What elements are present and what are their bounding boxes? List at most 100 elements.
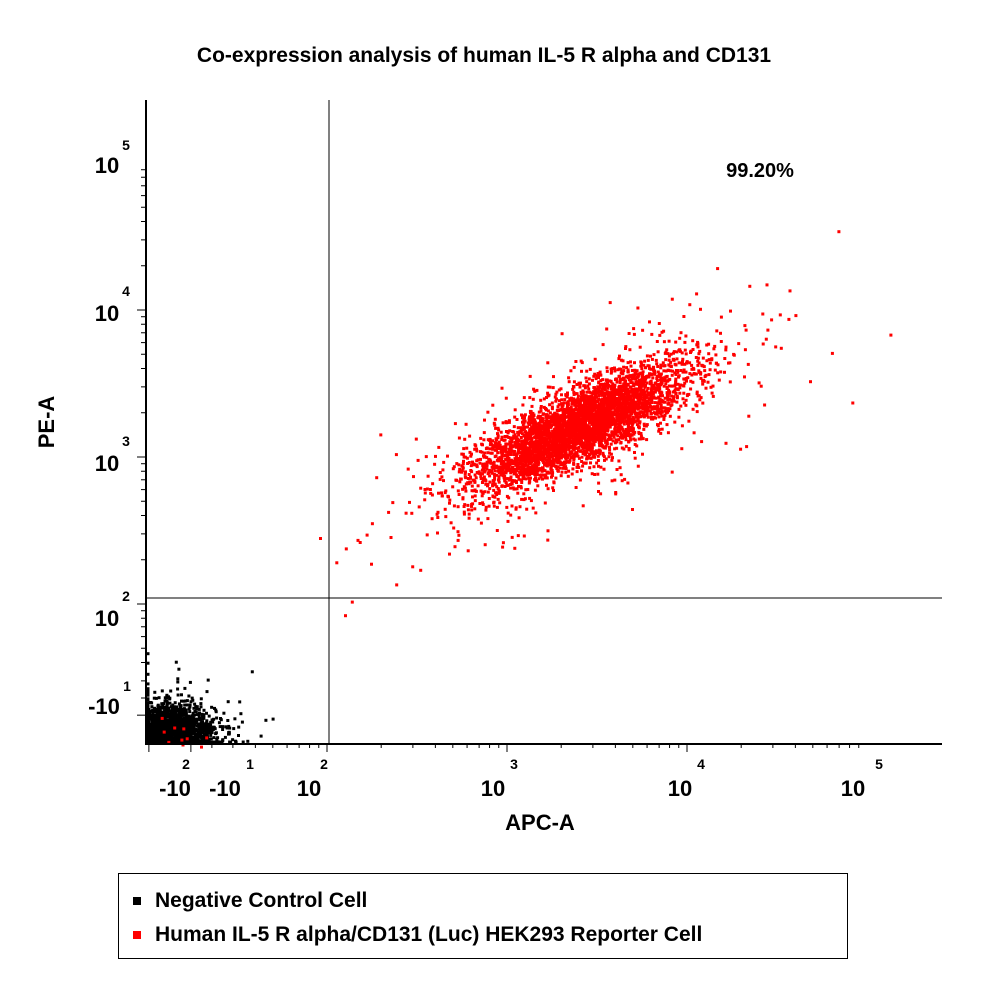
reporter-cell-point: [629, 360, 632, 364]
reporter-cell-point: [506, 458, 510, 462]
reporter-cell-point: [462, 505, 466, 508]
reporter-cell-point: [457, 493, 461, 496]
reporter-cell-point: [584, 439, 588, 443]
reporter-cell-point: [515, 473, 518, 477]
reporter-cell-point: [548, 456, 551, 460]
reporter-cell-point: [629, 409, 633, 413]
reporter-cell-point: [558, 420, 562, 424]
negative-control-point: [207, 737, 210, 741]
reporter-cell-point: [568, 431, 572, 435]
negative-control-point: [193, 713, 196, 717]
negative-control-point: [189, 726, 193, 730]
reporter-cell-point: [667, 363, 671, 367]
reporter-cell-point: [627, 409, 631, 413]
reporter-cell-point: [463, 472, 467, 476]
negative-control-point: [169, 689, 173, 693]
reporter-cell-point: [512, 430, 516, 434]
negative-control-point: [146, 652, 150, 656]
reporter-cell-point: [499, 430, 503, 434]
reporter-cell-point: [630, 369, 634, 372]
reporter-cell-point: [577, 456, 581, 460]
reporter-cell-point: [523, 442, 527, 446]
reporter-cell-point: [517, 433, 521, 437]
reporter-cell-point: [504, 464, 508, 468]
reporter-cell-point: [485, 467, 489, 471]
negative-control-point: [259, 734, 263, 738]
negative-control-point: [195, 706, 199, 710]
reporter-cell-point: [626, 426, 630, 430]
reporter-cell-point: [515, 475, 519, 478]
negative-control-point: [199, 721, 203, 725]
reporter-cell-point: [684, 398, 688, 402]
negative-control-point: [214, 732, 218, 736]
reporter-cell-point: [645, 381, 649, 385]
negative-control-point: [166, 730, 169, 734]
reporter-cell-point: [586, 407, 590, 410]
reporter-cell-point: [595, 395, 598, 399]
negative-control-point: [182, 707, 186, 711]
reporter-cell-point: [658, 333, 662, 337]
negative-control-point: [221, 728, 225, 731]
negative-control-point: [188, 735, 192, 739]
reporter-cell-point: [581, 452, 585, 455]
reporter-cell-point: [624, 395, 628, 399]
negative-control-point: [164, 707, 168, 711]
reporter-cell-point: [616, 368, 620, 372]
reporter-cell-point: [555, 412, 559, 416]
reporter-cell-point: [563, 411, 567, 415]
reporter-cell-point: [463, 437, 467, 441]
reporter-cell-point: [596, 459, 600, 462]
negative-control-point: [146, 727, 150, 731]
negative-control-point: [154, 713, 158, 717]
reporter-cell-point: [662, 369, 666, 373]
negative-control-point: [198, 718, 202, 722]
reporter-cell-point: [644, 383, 647, 387]
reporter-cell-point: [604, 382, 607, 386]
reporter-cell-point: [496, 451, 500, 455]
negative-control-point: [176, 730, 180, 734]
negative-control-point: [156, 703, 160, 707]
negative-control-point: [178, 704, 182, 708]
reporter-cell-point: [630, 412, 634, 416]
reporter-cell-point: [630, 381, 634, 385]
negative-control-point: [163, 736, 167, 739]
reporter-cell-point: [510, 504, 514, 508]
negative-control-point: [148, 725, 152, 729]
reporter-cell-point: [498, 501, 502, 505]
reporter-cell-point: [524, 477, 528, 481]
negative-control-point: [155, 720, 159, 724]
negative-control-point: [240, 720, 244, 724]
negative-control-point: [186, 725, 190, 729]
negative-control-point: [166, 737, 170, 741]
reporter-cell-point: [580, 398, 583, 402]
reporter-cell-point: [716, 363, 720, 367]
reporter-cell-point: [518, 465, 522, 469]
reporter-cell-point: [512, 444, 516, 448]
negative-control-point: [205, 729, 209, 732]
reporter-cell-point: [656, 423, 659, 427]
negative-control-point: [175, 726, 179, 730]
reporter-cell-point: [601, 378, 605, 382]
negative-control-point: [193, 732, 197, 736]
negative-control-point: [185, 703, 189, 707]
reporter-cell-point: [581, 464, 585, 468]
reporter-cell-point: [714, 353, 718, 357]
reporter-cell-point: [599, 390, 603, 393]
negative-control-point: [172, 738, 176, 742]
reporter-cell-point: [473, 473, 477, 477]
negative-control-point: [155, 723, 159, 727]
reporter-cell-point: [500, 438, 504, 442]
reporter-cell-point: [711, 394, 715, 398]
reporter-cell-point: [490, 443, 494, 447]
negative-control-point: [159, 728, 162, 732]
negative-control-point: [156, 728, 160, 732]
negative-control-point: [167, 695, 170, 699]
negative-control-point: [180, 735, 184, 738]
reporter-cell-point: [618, 354, 621, 358]
reporter-cell-point: [564, 432, 568, 436]
negative-control-point: [188, 710, 192, 714]
reporter-cell-point: [678, 391, 682, 395]
negative-control-point: [173, 701, 177, 705]
reporter-cell-point: [515, 418, 519, 421]
reporter-cell-point: [545, 448, 549, 452]
